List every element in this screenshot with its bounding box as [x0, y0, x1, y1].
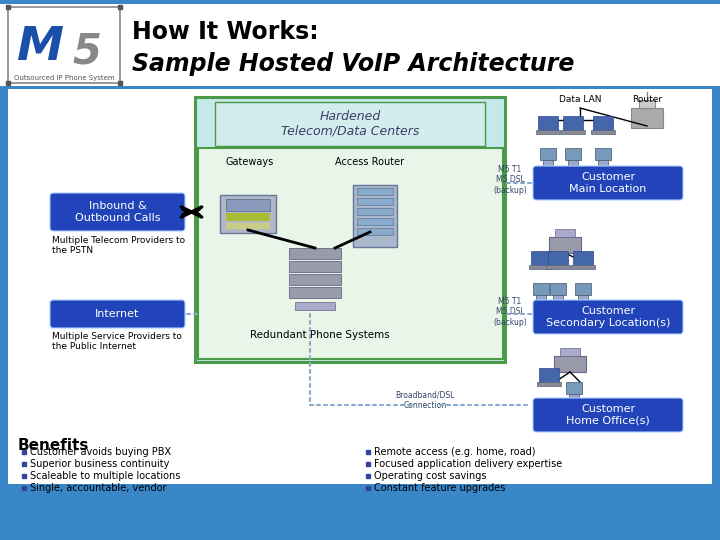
Bar: [555, 229, 575, 237]
Bar: [537, 382, 561, 386]
Bar: [566, 382, 582, 394]
Bar: [195, 97, 505, 362]
Text: 5: 5: [72, 31, 101, 73]
Bar: [593, 116, 613, 130]
Text: M5 T1
M5 DSL
(backup): M5 T1 M5 DSL (backup): [493, 297, 527, 327]
Text: How It Works:: How It Works:: [132, 20, 319, 44]
Bar: [289, 248, 341, 259]
Bar: [357, 188, 393, 195]
Text: Broadband/DSL
Connection: Broadband/DSL Connection: [395, 390, 455, 410]
Text: Multiple Service Providers to
the Public Internet: Multiple Service Providers to the Public…: [52, 332, 182, 352]
Bar: [0, 0, 720, 88]
Text: Constant feature upgrades: Constant feature upgrades: [374, 483, 505, 493]
Bar: [533, 283, 549, 295]
Bar: [540, 148, 556, 160]
Bar: [550, 283, 566, 295]
Bar: [631, 108, 663, 128]
Text: Customer
Secondary Location(s): Customer Secondary Location(s): [546, 306, 670, 328]
Bar: [289, 261, 341, 272]
FancyBboxPatch shape: [50, 193, 185, 231]
Bar: [553, 295, 563, 301]
Bar: [538, 116, 558, 130]
Bar: [568, 160, 578, 166]
Text: Customer
Main Location: Customer Main Location: [570, 172, 647, 194]
Text: Redundant Phone Systems: Redundant Phone Systems: [250, 330, 390, 340]
FancyBboxPatch shape: [533, 300, 683, 334]
Bar: [529, 265, 553, 269]
Bar: [289, 287, 341, 298]
Bar: [0, 0, 720, 4]
Text: Customer avoids buying PBX: Customer avoids buying PBX: [30, 447, 171, 457]
Text: Inbound &
Outbound Calls: Inbound & Outbound Calls: [75, 201, 161, 223]
Bar: [578, 295, 588, 301]
Bar: [215, 102, 485, 146]
Text: Focused application delivery expertise: Focused application delivery expertise: [374, 459, 562, 469]
Bar: [357, 208, 393, 215]
Bar: [591, 130, 615, 134]
Bar: [569, 394, 579, 400]
Bar: [357, 218, 393, 225]
Bar: [226, 199, 270, 211]
Text: Internet: Internet: [95, 309, 140, 319]
Bar: [536, 130, 560, 134]
Text: Operating cost savings: Operating cost savings: [374, 471, 487, 481]
FancyBboxPatch shape: [533, 398, 683, 432]
Text: Superior business continuity: Superior business continuity: [30, 459, 169, 469]
FancyBboxPatch shape: [533, 166, 683, 200]
Text: Hardened
Telecom/Data Centers: Hardened Telecom/Data Centers: [281, 110, 419, 138]
Bar: [8, 89, 712, 484]
Text: Benefits: Benefits: [18, 438, 89, 453]
Bar: [226, 223, 270, 229]
Bar: [536, 295, 546, 301]
Text: Scaleable to multiple locations: Scaleable to multiple locations: [30, 471, 181, 481]
Bar: [295, 302, 335, 310]
Bar: [531, 251, 551, 265]
Bar: [0, 86, 720, 89]
Text: M: M: [17, 25, 64, 71]
Bar: [8, 432, 712, 484]
Bar: [220, 195, 276, 233]
Text: Sample Hosted VoIP Architecture: Sample Hosted VoIP Architecture: [132, 52, 575, 76]
Bar: [639, 100, 655, 108]
Text: Router: Router: [632, 96, 662, 105]
Text: Outsourced IP Phone System: Outsourced IP Phone System: [14, 75, 114, 81]
Bar: [353, 185, 397, 247]
Bar: [8, 7, 120, 83]
Bar: [546, 265, 570, 269]
Bar: [575, 283, 591, 295]
Bar: [549, 237, 581, 253]
Text: Gateways: Gateways: [226, 157, 274, 167]
Bar: [598, 160, 608, 166]
Bar: [565, 148, 581, 160]
Text: Data LAN: Data LAN: [559, 96, 601, 105]
Bar: [539, 368, 559, 382]
Text: Customer
Home Office(s): Customer Home Office(s): [566, 404, 650, 426]
Bar: [0, 484, 720, 540]
Text: Single, accountable, vendor: Single, accountable, vendor: [30, 483, 166, 493]
Text: Multiple Telecom Providers to
the PSTN: Multiple Telecom Providers to the PSTN: [52, 236, 185, 255]
Text: M5 T1
M5 DSL
(backup): M5 T1 M5 DSL (backup): [493, 165, 527, 195]
Bar: [571, 265, 595, 269]
Bar: [198, 148, 503, 359]
Bar: [548, 251, 568, 265]
Bar: [563, 116, 583, 130]
Bar: [357, 198, 393, 205]
Bar: [289, 274, 341, 285]
Text: Access Router: Access Router: [336, 157, 405, 167]
Bar: [595, 148, 611, 160]
Bar: [226, 213, 270, 221]
Bar: [554, 356, 586, 372]
Bar: [561, 130, 585, 134]
Text: Remote access (e.g. home, road): Remote access (e.g. home, road): [374, 447, 536, 457]
Bar: [573, 251, 593, 265]
Bar: [543, 160, 553, 166]
Bar: [357, 228, 393, 235]
FancyBboxPatch shape: [50, 300, 185, 328]
Bar: [560, 348, 580, 356]
